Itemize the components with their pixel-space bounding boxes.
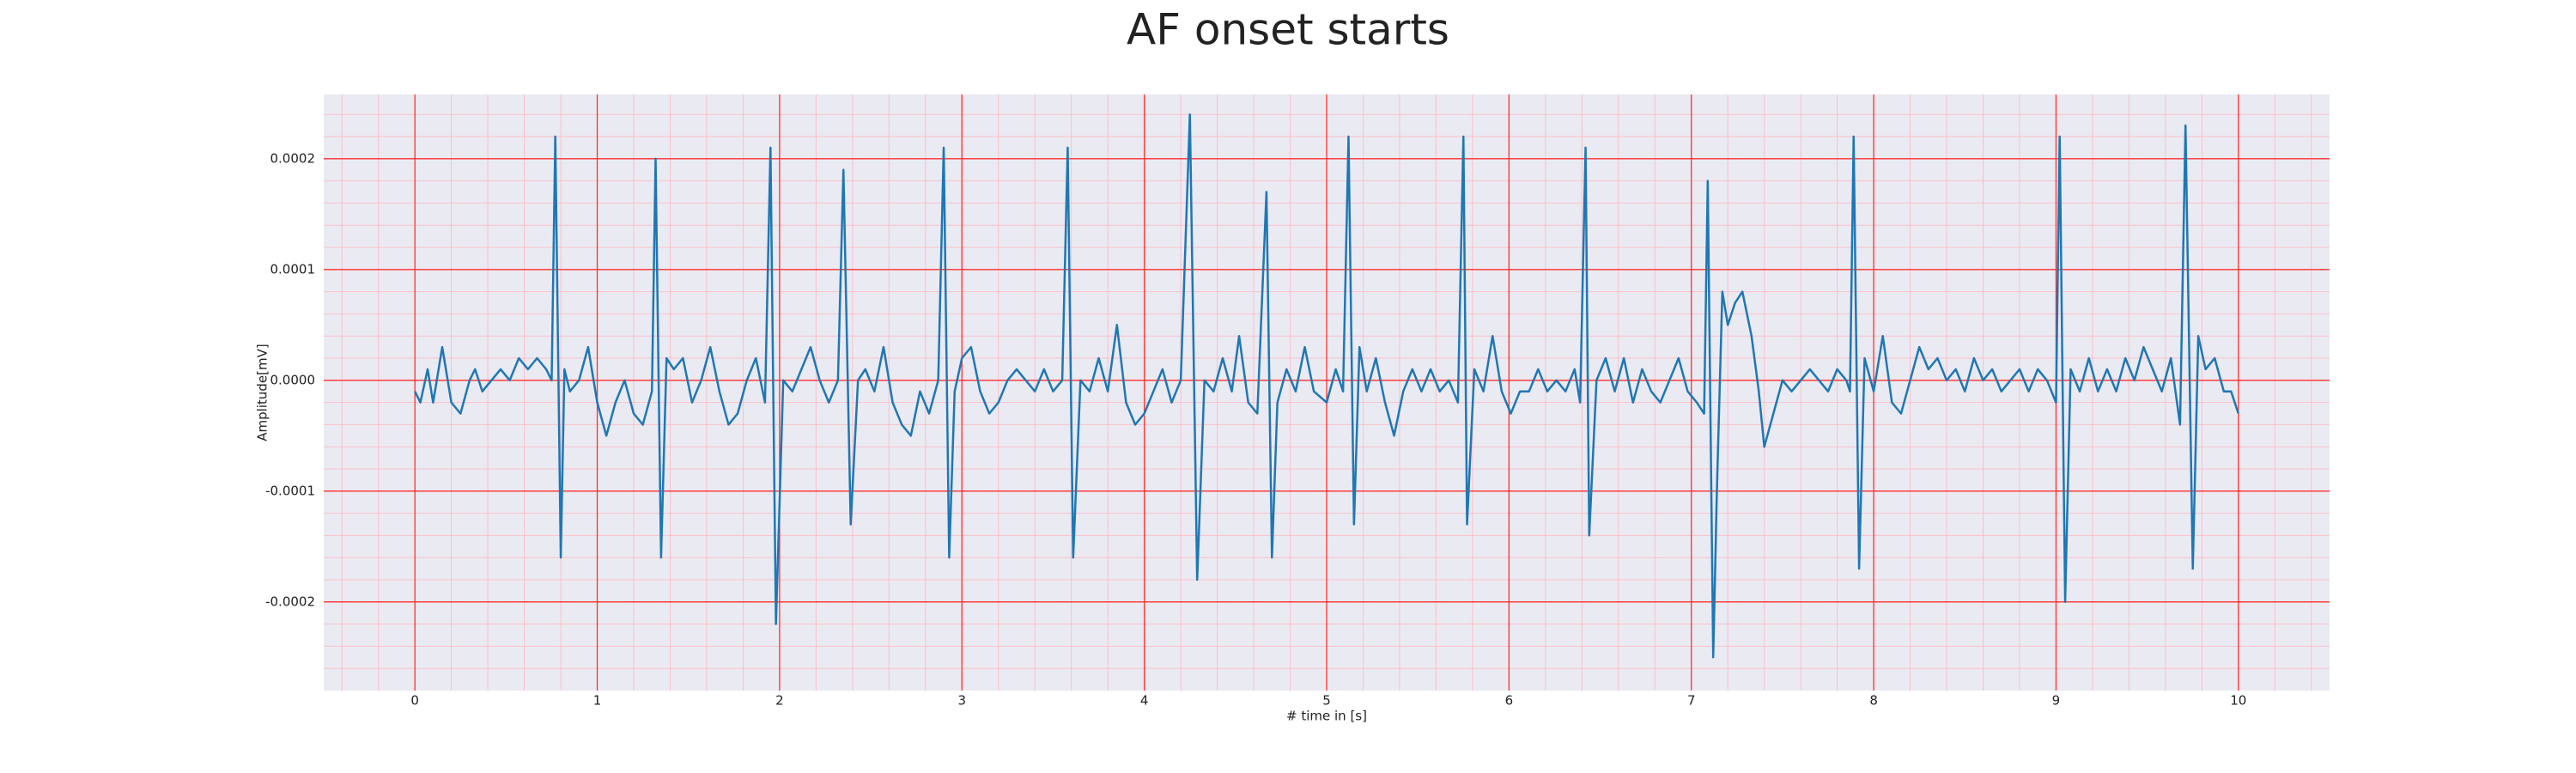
x-axis-label: # time in [s]	[1286, 709, 1367, 724]
x-tick-label: 2	[775, 693, 784, 709]
x-tick-label: 1	[593, 693, 602, 709]
y-tick-label: 0.0002	[270, 150, 316, 166]
x-tick-label: 6	[1505, 693, 1514, 709]
x-tick-label: 10	[2230, 693, 2246, 709]
x-tick-label: 0	[410, 693, 419, 709]
x-tick-label: 5	[1322, 693, 1331, 709]
signal-line	[414, 113, 2240, 659]
y-tick-label: 0.0000	[270, 372, 316, 387]
y-tick-label: -0.0002	[265, 593, 315, 609]
x-tick-label: 8	[1869, 693, 1878, 709]
y-tick-label: -0.0001	[265, 483, 315, 498]
marks	[414, 113, 2240, 659]
x-tick-label: 4	[1140, 693, 1149, 709]
chart-title: AF onset starts	[1127, 5, 1449, 55]
y-axis-label: Amplitude[mV]	[255, 344, 270, 441]
x-tick-label: 3	[957, 693, 966, 709]
x-tick-label: 7	[1687, 693, 1696, 709]
x-tick-label: 9	[2052, 693, 2061, 709]
y-tick-label: 0.0001	[270, 261, 316, 277]
